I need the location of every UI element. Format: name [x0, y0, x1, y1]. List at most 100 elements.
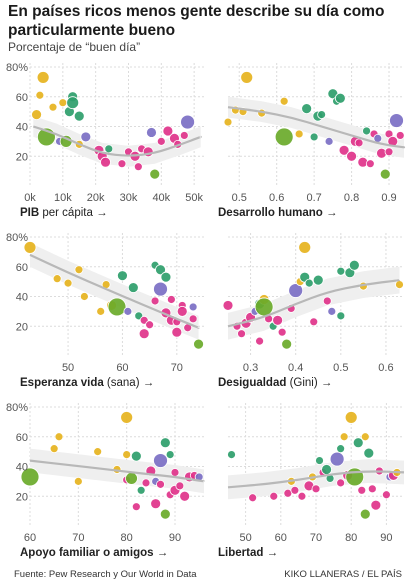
data-point [153, 453, 168, 468]
data-point [146, 127, 157, 138]
data-point [127, 282, 139, 293]
x-tick-label: 0k [24, 192, 36, 204]
data-point [170, 468, 180, 477]
data-point [324, 136, 334, 146]
data-point [336, 266, 346, 276]
data-point [48, 102, 58, 112]
confidence-band [30, 242, 199, 340]
x-axis-label-rest: → [263, 547, 278, 559]
data-point [49, 444, 59, 454]
data-point [281, 338, 293, 350]
data-point [309, 132, 319, 142]
confidence-band [33, 116, 201, 167]
x-tick-label: 0.6 [269, 192, 284, 204]
data-point [240, 71, 254, 84]
y-tick-label: 80% [6, 232, 28, 244]
y-tick-label: 60 [16, 262, 28, 274]
data-point [156, 136, 166, 146]
scatter-panel-1: 80% 60 40 20 0k 10k 20k 30k 40k 50k PIB per cápita… [6, 62, 204, 219]
x-tick-label: 60 [116, 362, 128, 374]
data-point [321, 464, 332, 475]
y-tick-label: 20 [16, 151, 28, 163]
data-point [274, 127, 294, 147]
data-point [395, 131, 405, 140]
data-point [381, 490, 391, 500]
data-point [304, 278, 314, 288]
data-point [363, 447, 375, 459]
data-point [80, 131, 92, 143]
data-point [298, 241, 312, 254]
x-axis-label: PIB per cápita → [20, 207, 108, 219]
x-axis-label-rest: → [154, 547, 169, 559]
data-point [384, 147, 394, 157]
data-point [166, 295, 176, 304]
y-tick-label: 60 [16, 432, 28, 444]
source-note: Fuente: Pew Research y Our World in Data [14, 569, 197, 580]
data-point [74, 265, 84, 275]
data-point [297, 491, 307, 501]
data-point [294, 129, 304, 139]
x-axis-label-bold: PIB [20, 207, 39, 219]
x-axis-label: Apoyo familiar o amigos → [20, 547, 168, 559]
data-point [66, 96, 80, 110]
data-point [150, 498, 162, 510]
x-axis-label-rest: (sana) → [104, 377, 155, 389]
data-point [159, 508, 171, 520]
data-point [160, 271, 172, 283]
data-point [130, 450, 142, 462]
data-point [317, 110, 327, 119]
data-point [23, 241, 37, 254]
data-point [367, 484, 377, 494]
data-point [327, 306, 337, 316]
data-point [338, 144, 350, 156]
y-tick-label: 20 [16, 321, 28, 333]
data-point [227, 450, 236, 460]
data-point [73, 110, 85, 122]
data-point [104, 144, 114, 154]
data-point [156, 479, 165, 489]
x-axis-label-rest: (Gini) → [286, 377, 332, 389]
x-tick-label: 30k [120, 192, 138, 204]
data-point [312, 274, 324, 286]
data-point [336, 311, 346, 321]
data-point [311, 484, 321, 494]
x-tick-label: 0.7 [306, 192, 321, 204]
data-point [348, 259, 360, 271]
x-axis-label: Desigualdad (Gini) → [218, 377, 332, 389]
data-point [138, 328, 150, 340]
y-tick-label: 40 [16, 292, 28, 304]
data-point [117, 159, 127, 169]
x-axis-label-bold: Desarrollo humano [218, 207, 323, 219]
trend-line [29, 459, 206, 483]
data-point [123, 306, 133, 316]
x-tick-label: 60 [24, 532, 36, 544]
data-point [145, 320, 155, 330]
x-tick-label: 70 [310, 532, 322, 544]
data-point [155, 264, 166, 276]
data-point [159, 437, 171, 449]
trend-line [227, 470, 405, 489]
chart-title: En países ricos menos gente describe su … [8, 3, 385, 39]
confidence-band [228, 96, 404, 158]
data-point [79, 292, 89, 301]
x-tick-label: 0.8 [344, 192, 359, 204]
data-point [52, 274, 62, 284]
data-point [277, 327, 287, 337]
data-point [255, 336, 264, 346]
data-point [269, 491, 279, 501]
data-point [352, 437, 364, 449]
y-tick-label: 20 [16, 491, 28, 503]
y-tick-label: 40 [16, 122, 28, 134]
data-point [395, 280, 404, 290]
chart-subtitle: Porcentaje de “buen día” [8, 40, 141, 54]
data-point [223, 117, 233, 127]
data-point [58, 98, 68, 108]
data-point [379, 168, 391, 180]
x-tick-label: 70 [171, 362, 183, 374]
x-axis-label: Libertad → [218, 547, 278, 559]
data-point [63, 278, 73, 288]
trend-line [32, 125, 202, 157]
data-point [117, 270, 128, 282]
x-tick-label: 50 [239, 532, 251, 544]
